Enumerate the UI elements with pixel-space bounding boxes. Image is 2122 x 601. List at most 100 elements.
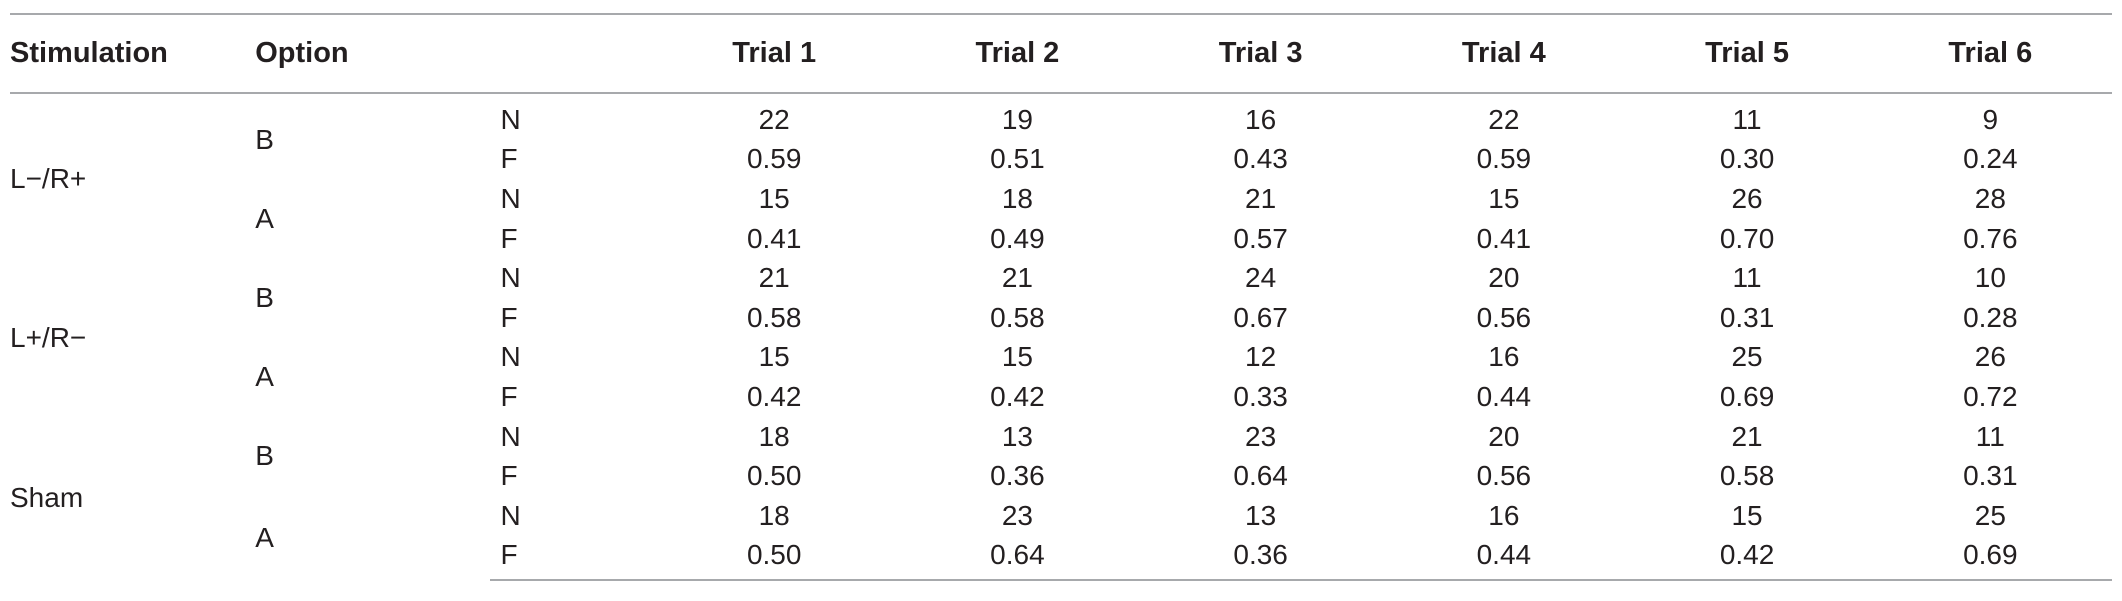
table-row: A N 18 23 13 16 15 25 (10, 496, 2112, 553)
value-cell-trial-6: 10 (1974, 262, 2006, 294)
value-cell-trial-5: 11 (1732, 262, 1762, 294)
table-row: F 0.50 0.36 0.64 0.56 0.58 0.31 (10, 456, 2112, 496)
table-row: F 0.59 0.51 0.43 0.59 0.30 0.24 (10, 140, 2112, 180)
value-cell-trial-6: 11 (1975, 420, 2005, 452)
value-cell-trial-1: 0.50 (746, 460, 802, 492)
value-cell-trial-5: 25 (1731, 341, 1763, 373)
value-cell-trial-6: 9 (1982, 103, 1999, 135)
table-row: L−/R+ B N 22 19 16 22 11 9 (10, 93, 2112, 194)
stat-cell: N (500, 182, 521, 214)
value-cell-trial-5: 26 (1731, 182, 1763, 214)
value-cell-trial-1: 0.59 (746, 143, 802, 175)
value-cell-trial-1: 0.50 (652, 535, 896, 582)
value-cell-trial-6: 0.76 (1963, 222, 2018, 254)
value-cell-trial-1: 0.42 (746, 380, 802, 412)
value-cell-trial-4: 0.59 (1476, 143, 1532, 175)
value-cell-trial-4: 15 (1488, 182, 1520, 214)
value-cell-trial-2: 0.58 (990, 301, 1045, 333)
value-cell-trial-3: 0.33 (1233, 380, 1288, 412)
table-row: Sham B N 18 13 23 20 21 11 (10, 417, 2112, 514)
stat-cell: N (500, 499, 521, 531)
stimulation-cell: L−/R+ (10, 163, 87, 195)
value-cell-trial-3: 13 (1245, 499, 1277, 531)
stimulation-cell: Sham (10, 482, 84, 514)
option-cell: A (255, 361, 274, 393)
value-cell-trial-6: 0.69 (1868, 535, 2112, 582)
value-cell-trial-5: 0.31 (1719, 301, 1775, 333)
value-cell-trial-2: 0.36 (990, 460, 1045, 492)
value-cell-trial-4: 20 (1488, 262, 1520, 294)
trials-table: Stimulation Option Trial 1 Trial 2 Trial… (10, 13, 2112, 582)
value-cell-trial-4: 0.44 (1382, 535, 1626, 582)
stat-cell: N (500, 341, 521, 373)
value-cell-trial-3: 0.57 (1233, 222, 1288, 254)
option-cell: B (255, 440, 274, 472)
value-cell-trial-3: 12 (1245, 341, 1277, 373)
header-trial-1: Trial 1 (652, 13, 896, 94)
value-cell-trial-1: 21 (758, 262, 790, 294)
header-row: Stimulation Option Trial 1 Trial 2 Trial… (10, 13, 2112, 94)
value-cell-trial-1: 0.58 (746, 301, 802, 333)
value-cell-trial-4: 22 (1488, 103, 1520, 135)
table-header: Stimulation Option Trial 1 Trial 2 Trial… (10, 13, 2112, 94)
header-option: Option (255, 13, 491, 94)
table-row: F 0.41 0.49 0.57 0.41 0.70 0.76 (10, 219, 2112, 259)
table-row: F 0.42 0.42 0.33 0.44 0.69 0.72 (10, 377, 2112, 417)
table-row: A N 15 18 21 15 26 28 (10, 179, 2112, 234)
table-body: L−/R+ B N 22 19 16 22 11 9 F 0.59 0.51 0.43 0.59 0.30 0… (10, 93, 2112, 582)
value-cell-trial-4: 20 (1488, 420, 1520, 452)
value-cell-trial-1: 15 (758, 182, 790, 214)
value-cell-trial-5: 15 (1731, 499, 1763, 531)
value-cell-trial-3: 24 (1245, 262, 1277, 294)
value-cell-trial-6: 0.31 (1963, 460, 2018, 492)
table-row: A N 15 15 12 16 25 26 (10, 338, 2112, 392)
value-cell-trial-6: 0.28 (1963, 301, 2018, 333)
value-cell-trial-4: 0.56 (1476, 301, 1532, 333)
option-cell: A (255, 522, 274, 554)
table-row: L+/R− B N 21 21 24 20 11 10 (10, 258, 2112, 352)
value-cell-trial-4: 0.44 (1476, 380, 1532, 412)
stat-cell: F (500, 143, 518, 175)
stimulation-cell: L+/R− (10, 321, 87, 353)
stat-cell: F (500, 380, 518, 412)
value-cell-trial-3: 0.67 (1233, 301, 1288, 333)
value-cell-trial-5: 11 (1732, 103, 1762, 135)
value-cell-trial-2: 15 (1001, 341, 1033, 373)
table-row: F 0.58 0.58 0.67 0.56 0.31 0.28 (10, 298, 2112, 338)
header-trial-6: Trial 6 (1868, 13, 2112, 94)
value-cell-trial-4: 16 (1488, 499, 1520, 531)
data-table-container: Stimulation Option Trial 1 Trial 2 Trial… (10, 13, 2112, 582)
value-cell-trial-5: 0.42 (1625, 535, 1869, 582)
value-cell-trial-1: 0.41 (746, 222, 802, 254)
option-cell: A (255, 202, 274, 234)
value-cell-trial-2: 0.42 (990, 380, 1045, 412)
value-cell-trial-5: 0.58 (1719, 460, 1775, 492)
value-cell-trial-3: 21 (1245, 182, 1277, 214)
stat-cell: F (490, 535, 653, 582)
value-cell-trial-4: 16 (1488, 341, 1520, 373)
value-cell-trial-2: 0.51 (990, 143, 1045, 175)
value-cell-trial-2: 18 (1001, 182, 1033, 214)
value-cell-trial-2: 13 (1001, 420, 1033, 452)
option-cell: B (255, 281, 274, 313)
value-cell-trial-6: 25 (1974, 499, 2006, 531)
value-cell-trial-1: 22 (758, 103, 790, 135)
stat-cell: N (500, 103, 521, 135)
value-cell-trial-5: 21 (1731, 420, 1763, 452)
value-cell-trial-5: 0.30 (1719, 143, 1775, 175)
value-cell-trial-2: 23 (1001, 499, 1033, 531)
stat-cell: N (500, 262, 521, 294)
value-cell-trial-3: 0.43 (1233, 143, 1288, 175)
header-trial-4: Trial 4 (1382, 13, 1626, 94)
value-cell-trial-1: 18 (758, 420, 790, 452)
stat-cell: N (500, 420, 521, 452)
header-trial-2: Trial 2 (895, 13, 1140, 94)
value-cell-trial-2: 19 (1001, 103, 1033, 135)
stat-cell: F (500, 301, 518, 333)
stat-cell: F (500, 222, 518, 254)
value-cell-trial-6: 0.72 (1963, 380, 2018, 412)
value-cell-trial-1: 15 (758, 341, 790, 373)
header-trial-3: Trial 3 (1139, 13, 1383, 94)
value-cell-trial-2: 21 (1001, 262, 1033, 294)
value-cell-trial-3: 0.64 (1233, 460, 1288, 492)
